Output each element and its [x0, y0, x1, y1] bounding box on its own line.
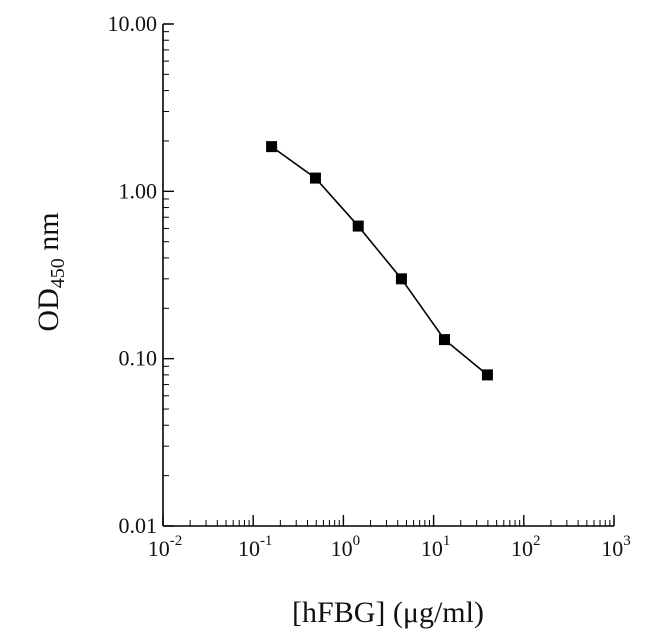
x-tick-label: 10-2 [148, 533, 183, 561]
y-tick-label: 1.00 [119, 178, 158, 203]
x-tick-label: 10-1 [238, 533, 273, 561]
x-tick-exponent: 2 [533, 533, 541, 549]
x-tick-label: 103 [601, 533, 631, 561]
series-line [271, 145, 488, 376]
data-point-marker [481, 369, 493, 381]
data-point-marker [266, 141, 278, 153]
x-tick-exponent: 1 [443, 533, 451, 549]
x-axis-label: [hFBG] (μg/ml) [292, 596, 484, 629]
x-tick-exponent: 3 [623, 533, 631, 549]
axes [162, 23, 615, 527]
y-axis-label: OD450 nm [32, 212, 69, 331]
x-tick-base: 10 [601, 536, 623, 561]
x-tick-base: 10 [511, 536, 533, 561]
x-tick-label: 100 [331, 533, 361, 561]
x-tick-label: 102 [511, 533, 541, 561]
x-tick-exponent: -1 [260, 533, 273, 549]
y-axis-label-unit: nm [32, 212, 65, 258]
series-layer [266, 141, 493, 381]
x-tick-base: 10 [238, 536, 260, 561]
data-point-marker [395, 273, 407, 285]
x-tick-label: 101 [421, 533, 451, 561]
y-axis-label-subscript: 450 [47, 258, 69, 288]
x-tick-exponent: -2 [170, 533, 183, 549]
x-tick-base: 10 [331, 536, 353, 561]
x-tick-base: 10 [421, 536, 443, 561]
x-tick-exponent: 0 [353, 533, 361, 549]
data-point-marker [309, 172, 321, 184]
data-point-marker [438, 334, 450, 346]
y-tick-label: 10.00 [108, 11, 158, 36]
y-tick-label: 0.10 [119, 346, 158, 371]
ticks [162, 23, 615, 527]
y-tick-label: 0.01 [119, 513, 158, 538]
data-point-marker [352, 220, 364, 232]
x-tick-base: 10 [148, 536, 170, 561]
y-axis-label-main: OD [32, 288, 65, 331]
